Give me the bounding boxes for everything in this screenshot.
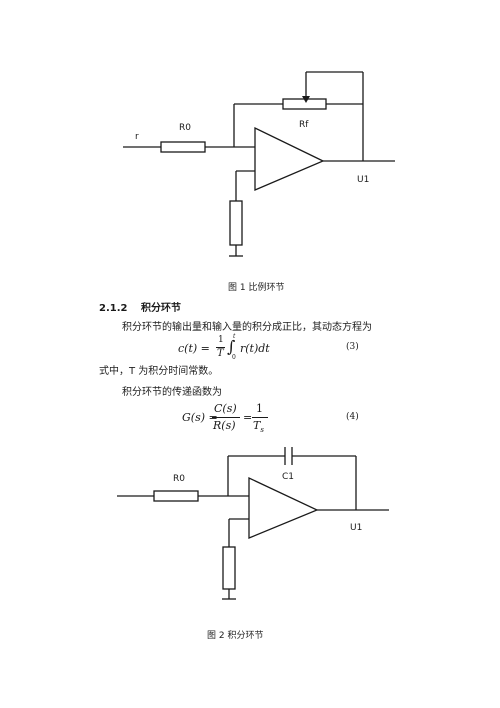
eq3-lhs: c(t) = [178, 342, 210, 355]
eq4-frac1-line [212, 417, 240, 418]
figure-1-caption: 图 1 比例环节 [228, 283, 285, 293]
eq3-rhs: r(t)dt [240, 342, 270, 355]
eq4-frac2-line [252, 417, 268, 418]
opamp-u1-fig2 [248, 476, 319, 539]
transfer-function-intro: 积分环节的传递函数为 [122, 387, 222, 398]
eq4-frac2-num: 1 [256, 402, 263, 415]
eq4-frac1-den: R(s) [213, 419, 236, 432]
opamp-u1 [254, 126, 325, 191]
label-c1: C1 [282, 472, 294, 482]
eq4-lhs: G(s) = [182, 411, 218, 424]
label-r0: R0 [179, 123, 191, 133]
figure-1-circuit: r R0 Rf U1 [123, 71, 395, 257]
intro-paragraph: 积分环节的输出量和输入量的积分成正比，其动态方程为 [122, 322, 372, 333]
equation-4: G(s) = C(s) R(s) = 1 Ts [182, 402, 282, 434]
label-u1: U1 [357, 175, 369, 185]
section-title: 积分环节 [140, 303, 181, 314]
eq3-lower-limit: 0 [232, 354, 236, 361]
eq4-frac2-den-sub: s [260, 426, 264, 435]
resistor-r0-fig2 [153, 490, 199, 502]
label-rf: Rf [299, 120, 309, 130]
equation-3-number: (3) [346, 342, 359, 352]
integral-sign: ∫ [227, 337, 236, 356]
label-u1-fig2: U1 [350, 523, 362, 533]
eq3-upper-limit: t [233, 333, 236, 340]
eq4-frac1-num: C(s) [214, 402, 237, 415]
label-r: r [135, 132, 139, 142]
section-heading: 2.1.2 积分环节 [99, 299, 181, 314]
resistor-ground-fig2 [222, 546, 236, 590]
note-paragraph: 式中，T 为积分时间常数。 [99, 366, 219, 377]
eq4-frac2-den: Ts [253, 419, 264, 434]
figure-2-caption: 图 2 积分环节 [207, 631, 264, 641]
eq3-frac-line [216, 347, 225, 348]
eq4-eq: = [243, 411, 253, 424]
wiper-arrow [302, 96, 310, 103]
equation-3: c(t) = 1 T ∫ t 0 r(t)dt [178, 333, 288, 361]
eq3-frac-num: 1 [218, 335, 224, 345]
label-r0-fig2: R0 [173, 474, 185, 484]
eq4-frac2-den-letter: T [253, 419, 261, 432]
section-number: 2.1.2 [99, 303, 128, 314]
equation-4-number: (4) [346, 412, 359, 422]
eq3-frac-den: T [217, 348, 224, 359]
